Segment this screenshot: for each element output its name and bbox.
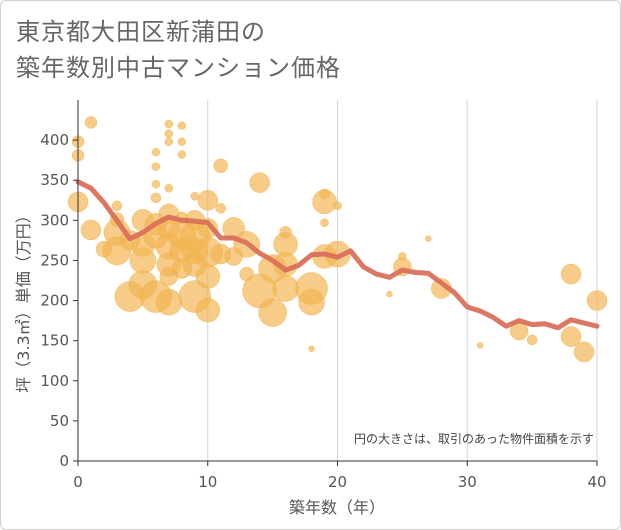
y-axis-ticks: 0 50 100 150 200 250 300 350 400 (40, 131, 78, 470)
x-tick-label-0: 0 (73, 473, 83, 491)
bubble-point (239, 266, 254, 282)
bubble-point (560, 263, 582, 285)
bubble-point (164, 119, 174, 129)
y-tick-label-400: 400 (40, 131, 69, 149)
bubble-point (164, 129, 174, 138)
chart-title-line-2: 築年数別中古マンション価格 (16, 54, 341, 82)
bubble-point (195, 297, 220, 323)
bubble-point (151, 162, 161, 171)
chart-title-line-1: 東京都大田区新蒲田の (16, 18, 266, 46)
average-price-polyline (75, 179, 600, 331)
y-tick-label-0: 0 (59, 452, 69, 470)
x-axis-title: 築年数（年） (289, 498, 385, 517)
bubble-point (155, 288, 183, 316)
y-tick-label-150: 150 (40, 332, 69, 350)
bubble-point (333, 201, 342, 211)
y-tick-label-50: 50 (50, 412, 69, 430)
bubble-point (159, 267, 179, 286)
bubble-point (308, 345, 315, 352)
y-axis-title: 坪（3.3㎡）単価（万円） (14, 207, 33, 392)
bubble-point (111, 200, 123, 212)
x-axis-ticks: 0 10 20 30 40 (73, 461, 607, 491)
bubble-point (398, 252, 407, 261)
chart-title: 東京都大田区新蒲田の 築年数別中古マンション価格 (16, 14, 341, 86)
bubble-point (177, 121, 187, 130)
bubble-point (190, 192, 200, 201)
bubble-point (84, 116, 98, 129)
bubble-point (573, 341, 595, 363)
bubble-point (177, 150, 187, 159)
bubble-point (95, 240, 113, 258)
y-tick-label-300: 300 (40, 211, 69, 229)
bubble-point (320, 218, 329, 227)
x-tick-label-20: 20 (328, 473, 347, 491)
x-tick-label-40: 40 (587, 473, 606, 491)
bubble-point (279, 226, 292, 239)
x-tick-label-30: 30 (458, 473, 477, 491)
bubble-point (164, 137, 174, 146)
bubble-point (476, 342, 484, 349)
bubble-size-note: 円の大きさは、取引のあった物件面積を示す (354, 431, 594, 446)
y-tick-label-350: 350 (40, 171, 69, 189)
bubble-point (386, 290, 393, 298)
bubble-point (526, 334, 538, 346)
bubble-point (177, 137, 187, 146)
bubble-point (215, 203, 226, 214)
bubble-point (249, 172, 270, 193)
bubble-point (197, 190, 218, 211)
x-tick-label-10: 10 (198, 473, 217, 491)
bubble-point (298, 288, 325, 316)
grid-lines (207, 100, 598, 461)
bubble-point (258, 298, 287, 327)
average-price-line (75, 179, 600, 331)
bubble-point (272, 275, 299, 302)
bubble-point (195, 264, 220, 289)
bubble-point (164, 183, 174, 193)
bubble-point (224, 247, 243, 266)
y-tick-label-100: 100 (40, 372, 69, 390)
bubble-point (425, 235, 432, 243)
bubble-point (560, 326, 582, 347)
transaction-bubbles (67, 116, 608, 363)
bubble-point (151, 179, 161, 189)
y-tick-label-200: 200 (40, 292, 69, 310)
bubble-point (80, 219, 102, 241)
bubble-point (128, 270, 158, 299)
y-tick-label-250: 250 (40, 251, 69, 269)
bubble-point (213, 158, 228, 174)
bubble-point (319, 188, 330, 200)
bubble-point (586, 290, 608, 311)
bubble-point (150, 192, 162, 204)
bubble-point (151, 147, 161, 157)
